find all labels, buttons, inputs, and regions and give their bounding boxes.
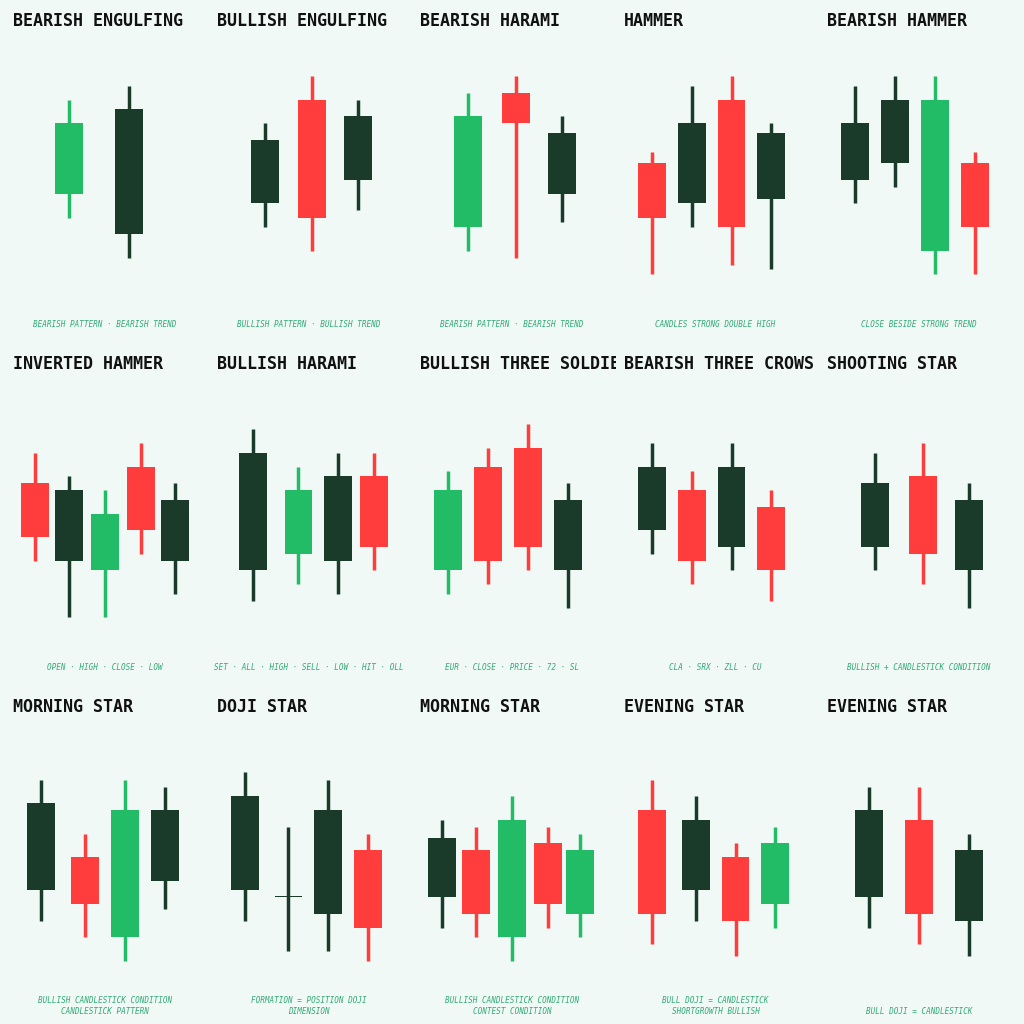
Bar (682, 819, 710, 890)
Text: FORMATION = POSITION DOJI
DIMENSION: FORMATION = POSITION DOJI DIMENSION (251, 996, 367, 1016)
Bar (882, 99, 909, 164)
Bar (161, 500, 188, 561)
Bar (314, 810, 342, 913)
Text: CLA · SRX · ZLL · CU: CLA · SRX · ZLL · CU (670, 664, 762, 672)
Bar (434, 490, 462, 570)
Bar (722, 857, 750, 921)
Text: SHOOTING STAR: SHOOTING STAR (827, 355, 957, 373)
Bar (909, 476, 937, 554)
Bar (548, 133, 575, 194)
Text: BULLISH HARAMI: BULLISH HARAMI (217, 355, 356, 373)
Bar (842, 123, 869, 180)
Text: BEARISH HAMMER: BEARISH HAMMER (827, 11, 968, 30)
Text: BULLISH CANDLESTICK CONDITION
CONTEST CONDITION: BULLISH CANDLESTICK CONDITION CONTEST CO… (445, 996, 579, 1016)
Text: EVENING STAR: EVENING STAR (624, 698, 743, 717)
Bar (566, 850, 594, 913)
Bar (554, 500, 582, 570)
Bar (678, 490, 706, 561)
Bar (638, 810, 666, 913)
Bar (71, 857, 99, 904)
Bar (428, 839, 456, 897)
Text: BEARISH THREE CROWS: BEARISH THREE CROWS (624, 355, 814, 373)
Bar (454, 117, 482, 227)
Bar (961, 164, 989, 227)
Bar (718, 467, 745, 547)
Text: BULLISH CANDLESTICK CONDITION
CANDLESTICK PATTERN: BULLISH CANDLESTICK CONDITION CANDLESTIC… (38, 996, 172, 1016)
Bar (274, 896, 302, 897)
Bar (91, 514, 119, 570)
Bar (115, 110, 142, 234)
Text: EUR · CLOSE · PRICE · 72 · SL: EUR · CLOSE · PRICE · 72 · SL (445, 664, 579, 672)
Text: OPEN · HIGH · CLOSE · LOW: OPEN · HIGH · CLOSE · LOW (47, 664, 163, 672)
Text: BULLISH + CANDLESTICK CONDITION: BULLISH + CANDLESTICK CONDITION (848, 664, 991, 672)
Text: BEARISH ENGULFING: BEARISH ENGULFING (13, 11, 183, 30)
Bar (55, 490, 83, 561)
Bar (344, 117, 373, 180)
Text: BULL DOJI = CANDLESTICK: BULL DOJI = CANDLESTICK (866, 1007, 972, 1016)
Bar (239, 453, 266, 570)
Text: BEARISH PATTERN · BEARISH TREND: BEARISH PATTERN · BEARISH TREND (33, 319, 176, 329)
Text: BULLISH ENGULFING: BULLISH ENGULFING (217, 11, 387, 30)
Bar (922, 99, 949, 251)
Bar (762, 843, 790, 904)
Text: BULL DOJI = CANDLESTICK
SHORTGROWTH BULLISH: BULL DOJI = CANDLESTICK SHORTGROWTH BULL… (663, 996, 769, 1016)
Bar (855, 810, 883, 897)
Bar (758, 133, 785, 199)
Bar (498, 819, 526, 937)
Bar (127, 467, 155, 530)
Text: DOJI STAR: DOJI STAR (217, 698, 306, 717)
Bar (251, 140, 279, 204)
Bar (325, 476, 352, 561)
Bar (534, 843, 562, 904)
Bar (151, 810, 179, 881)
Text: MORNING STAR: MORNING STAR (420, 698, 541, 717)
Bar (678, 123, 706, 204)
Bar (111, 810, 139, 937)
Text: MORNING STAR: MORNING STAR (13, 698, 133, 717)
Text: HAMMER: HAMMER (624, 11, 684, 30)
Text: CANDLES STRONG DOUBLE HIGH: CANDLES STRONG DOUBLE HIGH (655, 319, 775, 329)
Text: INVERTED HAMMER: INVERTED HAMMER (13, 355, 163, 373)
Bar (230, 796, 258, 890)
Bar (22, 483, 49, 538)
Bar (758, 507, 785, 570)
Bar (718, 99, 745, 227)
Bar (474, 467, 502, 561)
Bar (638, 467, 666, 530)
Text: SET · ALL · HIGH · SELL · LOW · HIT · OLL: SET · ALL · HIGH · SELL · LOW · HIT · OL… (214, 664, 403, 672)
Text: BULLISH PATTERN · BULLISH TREND: BULLISH PATTERN · BULLISH TREND (237, 319, 380, 329)
Bar (462, 850, 490, 913)
Bar (905, 819, 933, 913)
Bar (502, 93, 530, 123)
Bar (955, 500, 983, 570)
Text: EVENING STAR: EVENING STAR (827, 698, 947, 717)
Bar (27, 803, 55, 890)
Bar (298, 99, 327, 217)
Bar (638, 164, 666, 217)
Text: BEARISH PATTERN · BEARISH TREND: BEARISH PATTERN · BEARISH TREND (440, 319, 584, 329)
Bar (354, 850, 382, 928)
Text: BEARISH HARAMI: BEARISH HARAMI (420, 11, 560, 30)
Bar (514, 447, 542, 547)
Text: CLOSE BESIDE STRONG TREND: CLOSE BESIDE STRONG TREND (861, 319, 977, 329)
Bar (360, 476, 388, 547)
Text: BULLISH THREE SOLDIERS: BULLISH THREE SOLDIERS (420, 355, 640, 373)
Bar (285, 490, 312, 554)
Bar (955, 850, 983, 921)
Bar (55, 123, 83, 194)
Bar (861, 483, 889, 547)
